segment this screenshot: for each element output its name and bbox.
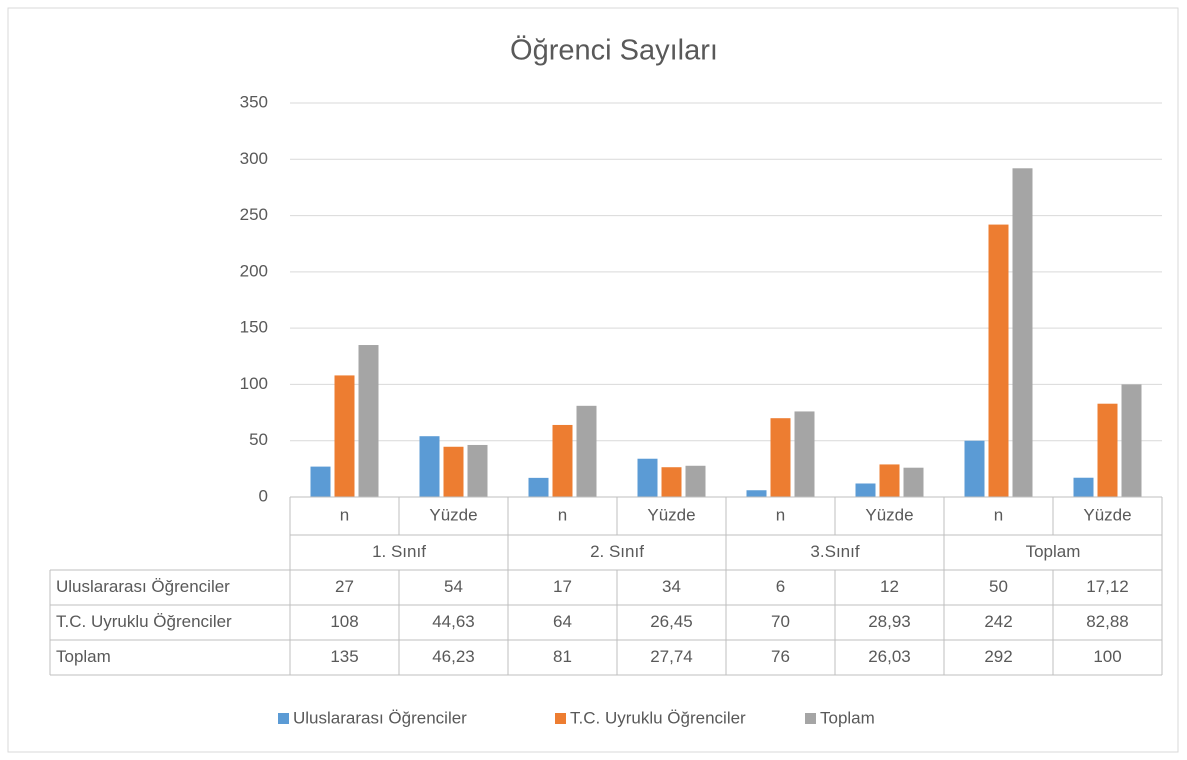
table-cell: 50 [989, 577, 1008, 596]
x-tick-label: n [340, 505, 349, 524]
table-cell: 46,23 [432, 647, 475, 666]
x-tick-label: Yüzde [865, 505, 913, 524]
group-label: 2. Sınıf [590, 542, 644, 561]
bar [1073, 477, 1094, 497]
table-cell: 12 [880, 577, 899, 596]
group-label: 3.Sınıf [810, 542, 859, 561]
bar [552, 424, 573, 497]
table-row-header: Uluslararası Öğrenciler [56, 577, 230, 596]
table-cell: 64 [553, 612, 572, 631]
table-cell: 76 [771, 647, 790, 666]
bar [879, 464, 900, 497]
bar [964, 440, 985, 497]
x-tick-label: n [558, 505, 567, 524]
table-cell: 135 [330, 647, 358, 666]
legend-swatch [805, 713, 816, 724]
bar [310, 466, 331, 497]
bar [988, 224, 1009, 497]
x-tick-label: Yüzde [1083, 505, 1131, 524]
table-cell: 44,63 [432, 612, 475, 631]
x-tick-label: n [776, 505, 785, 524]
table-row-header: T.C. Uyruklu Öğrenciler [56, 612, 232, 631]
y-tick-label: 100 [240, 374, 268, 393]
table-cell: 108 [330, 612, 358, 631]
bar [770, 418, 791, 497]
table-cell: 6 [776, 577, 785, 596]
table-cell: 17,12 [1086, 577, 1129, 596]
x-tick-label: Yüzde [647, 505, 695, 524]
table-cell: 54 [444, 577, 463, 596]
table-cell: 292 [984, 647, 1012, 666]
group-label: Toplam [1026, 542, 1081, 561]
y-tick-label: 150 [240, 318, 268, 337]
bar [467, 444, 488, 497]
bar [794, 411, 815, 497]
legend-label: Uluslararası Öğrenciler [293, 708, 467, 727]
bar [443, 446, 464, 497]
table-cell: 26,45 [650, 612, 693, 631]
legend-swatch [555, 713, 566, 724]
bar [1097, 403, 1118, 497]
table-cell: 242 [984, 612, 1012, 631]
table-cell: 26,03 [868, 647, 911, 666]
bar [661, 467, 682, 497]
bar [637, 458, 658, 497]
table-cell: 81 [553, 647, 572, 666]
table-cell: 27,74 [650, 647, 693, 666]
bar [1012, 168, 1033, 497]
bar [1121, 384, 1142, 497]
bar [746, 490, 767, 497]
y-tick-label: 200 [240, 261, 268, 280]
table-row-header: Toplam [56, 647, 111, 666]
y-tick-label: 0 [259, 486, 268, 505]
chart-title: Öğrenci Sayıları [510, 35, 718, 67]
y-tick-label: 250 [240, 205, 268, 224]
group-label: 1. Sınıf [372, 542, 426, 561]
table-cell: 27 [335, 577, 354, 596]
bar [855, 483, 876, 497]
chart-border [7, 7, 1179, 753]
table-cell: 34 [662, 577, 681, 596]
bar [419, 436, 440, 497]
table-cell: 28,93 [868, 612, 911, 631]
legend-label: T.C. Uyruklu Öğrenciler [570, 708, 746, 727]
y-tick-label: 350 [240, 92, 268, 111]
x-tick-label: Yüzde [429, 505, 477, 524]
legend-label: Toplam [820, 708, 875, 727]
x-tick-label: n [994, 505, 1003, 524]
bar [528, 477, 549, 497]
table-cell: 70 [771, 612, 790, 631]
y-tick-label: 50 [249, 430, 268, 449]
bar [903, 467, 924, 497]
bar [576, 405, 597, 497]
table-cell: 82,88 [1086, 612, 1129, 631]
bar [685, 465, 706, 497]
table-cell: 100 [1093, 647, 1121, 666]
bar [358, 345, 379, 497]
legend-swatch [278, 713, 289, 724]
table-cell: 17 [553, 577, 572, 596]
y-tick-label: 300 [240, 149, 268, 168]
bar [334, 375, 355, 497]
